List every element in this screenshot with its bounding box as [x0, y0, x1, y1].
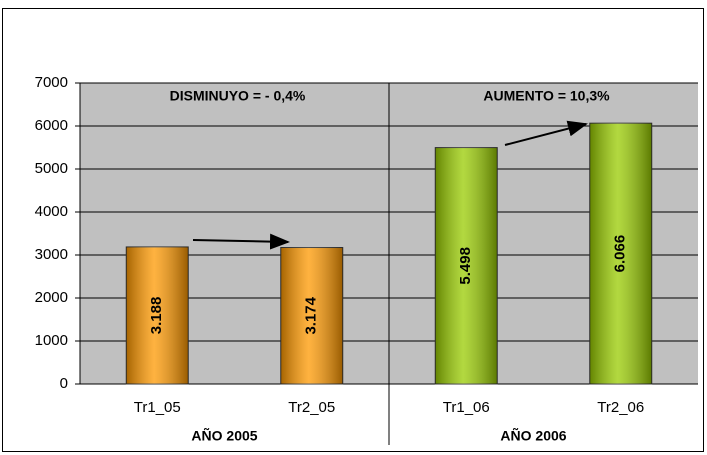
value-label: 3.174: [303, 296, 320, 334]
y-tick-label: 1000: [35, 332, 68, 349]
bar-shade: [126, 246, 189, 384]
value-label: 6.066: [612, 235, 629, 273]
arrow: [192, 233, 290, 250]
y-tick-label: 5000: [35, 160, 68, 177]
x-tick-label: Tr2_05: [288, 399, 335, 416]
y-tick-label: 3000: [35, 246, 68, 263]
value-label: 5.498: [457, 247, 474, 285]
arrow: [504, 120, 588, 146]
group-label: AÑO 2005: [191, 427, 257, 444]
value-label: 3.188: [148, 297, 165, 335]
bar-shade: [589, 123, 652, 385]
y-tick-label: 6000: [35, 117, 68, 134]
x-tick-label: Tr1_05: [134, 399, 181, 416]
bar-shade: [280, 247, 343, 384]
annotation: DISMINUYO = - 0,4%: [170, 88, 306, 104]
group-label: AÑO 2006: [500, 427, 566, 444]
y-tick-label: 4000: [35, 203, 68, 220]
annotation: AUMENTO = 10,3%: [483, 88, 610, 104]
y-tick-label: 0: [60, 375, 68, 392]
x-tick-label: Tr1_06: [443, 399, 490, 416]
y-tick-label: 2000: [35, 289, 68, 306]
x-tick-label: Tr2_06: [597, 399, 644, 416]
bar-shade: [435, 147, 498, 384]
y-tick-label: 7000: [35, 74, 68, 91]
